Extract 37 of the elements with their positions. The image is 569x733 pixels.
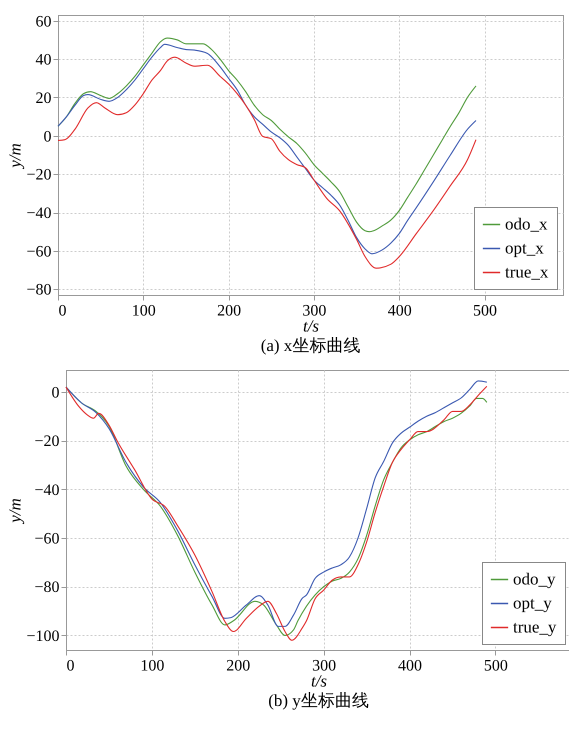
text: (a) x坐标曲线 — [260, 336, 360, 355]
y-tick-label: −80 — [34, 579, 60, 596]
y-tick-label: 0 — [44, 128, 52, 146]
x-tick-label: 100 — [132, 302, 156, 320]
legend-label: opt_x — [505, 238, 544, 258]
x-tick-label: 200 — [226, 658, 250, 674]
y-axis-title: y/m — [5, 143, 24, 170]
y-tick-label: 40 — [36, 52, 52, 69]
x-axis-title: t/s — [310, 672, 328, 690]
legend-label: true_y — [513, 618, 557, 636]
y-tick-label: −100 — [26, 628, 60, 645]
legend-label: odo_x — [505, 214, 548, 234]
y-axis-title: y/m — [5, 498, 24, 525]
y-tick-label: −40 — [26, 205, 52, 222]
x-tick-label: 300 — [312, 658, 336, 674]
x-tick-label: 400 — [398, 658, 422, 674]
y-tick-label: 20 — [36, 90, 52, 107]
legend-label: odo_y — [513, 570, 556, 588]
x-axis-title: t/s — [302, 316, 320, 336]
x-tick-label: 100 — [140, 658, 164, 674]
y-tick-label: 60 — [36, 13, 52, 30]
legend-label: true_x — [505, 262, 549, 282]
y-tick-label: −20 — [34, 433, 60, 450]
legend-label: opt_y — [513, 594, 552, 612]
x-tick-label: 300 — [302, 302, 326, 320]
y-tick-label: 0 — [52, 384, 60, 402]
y-tick-label: −60 — [26, 243, 52, 260]
text: (b) y坐标曲线 — [268, 691, 369, 710]
x-tick-label: 0 — [66, 658, 74, 674]
y-tick-label: −20 — [26, 166, 52, 184]
y-tick-label: −40 — [34, 482, 60, 499]
x-tick-label: 400 — [388, 302, 412, 320]
y-tick-label: −60 — [34, 530, 60, 548]
x-tick-label: 500 — [473, 302, 498, 320]
x-tick-label: 200 — [217, 302, 242, 320]
x-tick-label: 500 — [484, 658, 508, 674]
y-tick-label: −80 — [26, 282, 52, 299]
